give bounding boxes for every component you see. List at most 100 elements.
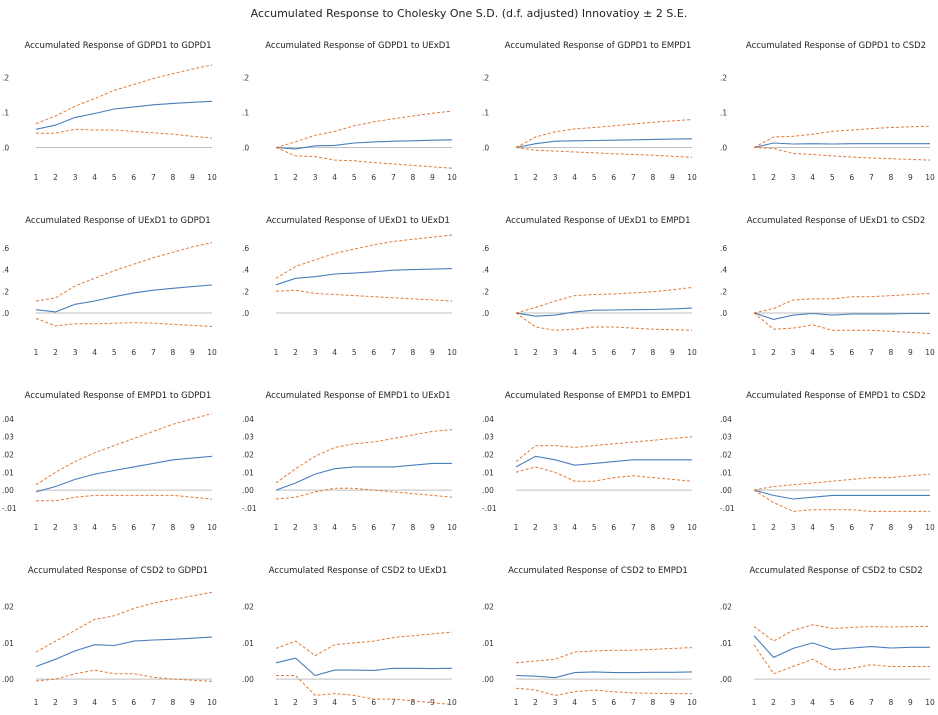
x-tick-label: 2 [53,173,58,182]
x-tick-label: 10 [687,348,697,357]
x-tick-label: 9 [670,348,675,357]
x-tick-label: 3 [553,173,558,182]
panel-chart: Accumulated Response of UExD1 to CSD2 .0.… [720,216,935,357]
panel-chart: Accumulated Response of UExD1 to EMPD1 .0… [482,216,697,357]
x-tick-label: 1 [274,698,279,707]
response-line [515,138,693,149]
panel-title: Accumulated Response of GDPD1 to UExD1 [265,41,450,51]
x-tick-label: 6 [131,173,136,182]
irf-panel: Accumulated Response of UExD1 to CSD2 .0.… [718,205,938,365]
response-line [35,636,213,668]
x-tick-label: 4 [332,698,337,707]
y-tick-label: .0 [720,144,727,153]
x-tick-label: 8 [888,348,893,357]
x-tick-label: 7 [631,523,636,532]
irf-panel: Accumulated Response of EMPD1 to CSD2 -.0… [718,380,938,540]
y-tick-label: .01 [2,639,14,648]
x-tick-label: 2 [533,173,538,182]
y-tick-label: .04 [242,415,254,424]
y-tick-label: .01 [720,468,732,477]
x-tick-label: 2 [53,523,58,532]
x-tick-label: 9 [908,698,913,707]
x-tick-label: 9 [908,523,913,532]
x-tick-label: 6 [849,348,854,357]
y-tick-label: .00 [482,486,494,495]
x-tick-label: 9 [670,698,675,707]
upper-band-line [515,436,693,462]
y-tick-label: .6 [242,244,249,253]
x-tick-label: 4 [810,698,815,707]
upper-band-line [275,631,453,657]
panel-chart: Accumulated Response of GDPD1 to UExD1 .0… [242,41,457,182]
upper-band-line [753,624,931,642]
x-tick-label: 1 [514,698,519,707]
x-tick-label: 4 [810,173,815,182]
y-tick-label: .0 [242,144,249,153]
x-tick-label: 6 [371,698,376,707]
upper-band-line [515,647,693,664]
panel-chart: Accumulated Response of GDPD1 to CSD2 .0.… [720,41,935,182]
x-tick-label: 5 [352,523,357,532]
x-tick-label: 7 [631,348,636,357]
upper-band-line [275,110,453,148]
panel-title: Accumulated Response of EMPD1 to CSD2 [746,391,926,401]
y-tick-label: .2 [720,287,727,296]
panel-chart: Accumulated Response of UExD1 to GDPD1 .0… [2,216,217,357]
x-tick-label: 8 [170,348,175,357]
x-tick-label: 7 [869,173,874,182]
irf-panel: Accumulated Response of GDPD1 to UExD1 .0… [240,30,460,190]
irf-panel: Accumulated Response of UExD1 to EMPD1 .0… [480,205,700,365]
x-tick-label: 2 [53,348,58,357]
x-tick-label: 8 [650,698,655,707]
x-tick-label: 1 [752,173,757,182]
y-tick-label: .03 [720,433,732,442]
x-tick-label: 6 [611,698,616,707]
panel-title: Accumulated Response of GDPD1 to GDPD1 [24,41,211,51]
panel-chart: Accumulated Response of EMPD1 to CSD2 -.0… [720,391,935,532]
panel-chart: Accumulated Response of EMPD1 to EMPD1 -.… [482,391,697,532]
x-tick-label: 6 [849,523,854,532]
x-tick-label: 2 [771,348,776,357]
y-tick-label: .03 [482,433,494,442]
y-tick-label: .4 [242,266,249,275]
response-line [35,100,213,130]
x-tick-label: 1 [514,173,519,182]
y-tick-label: -.01 [2,504,17,513]
x-tick-label: 5 [352,348,357,357]
y-tick-label: .02 [720,603,732,612]
x-tick-label: 3 [73,348,78,357]
panel-title: Accumulated Response of GDPD1 to CSD2 [746,41,926,51]
x-tick-label: 10 [925,348,935,357]
x-tick-label: 4 [332,348,337,357]
x-tick-label: 3 [313,348,318,357]
response-line [753,635,930,659]
x-tick-label: 5 [830,698,835,707]
y-tick-label: .2 [2,74,9,83]
x-tick-label: 4 [92,173,97,182]
x-tick-label: 4 [92,698,97,707]
irf-panel: Accumulated Response of GDPD1 to GDPD1 .0… [0,30,220,190]
y-tick-label: -.01 [242,504,257,513]
response-line [753,489,930,500]
x-tick-label: 5 [352,698,357,707]
y-tick-label: .0 [720,309,727,318]
x-tick-label: 3 [791,523,796,532]
y-tick-label: .02 [482,603,494,612]
x-tick-label: 7 [391,173,396,182]
x-tick-label: 10 [447,698,457,707]
y-tick-label: .00 [242,675,254,684]
x-tick-label: 10 [687,173,697,182]
y-tick-label: -.01 [482,504,497,513]
y-tick-label: -.01 [720,504,735,513]
y-tick-label: .02 [2,450,14,459]
x-tick-label: 7 [631,173,636,182]
x-tick-label: 10 [925,698,935,707]
x-tick-label: 4 [810,523,815,532]
x-tick-label: 9 [190,173,195,182]
y-tick-label: .00 [2,486,14,495]
x-tick-label: 3 [791,173,796,182]
x-tick-label: 9 [430,173,435,182]
irf-panel: Accumulated Response of CSD2 to GDPD1 .00… [0,555,220,715]
x-tick-label: 4 [92,523,97,532]
y-tick-label: .1 [720,109,727,118]
